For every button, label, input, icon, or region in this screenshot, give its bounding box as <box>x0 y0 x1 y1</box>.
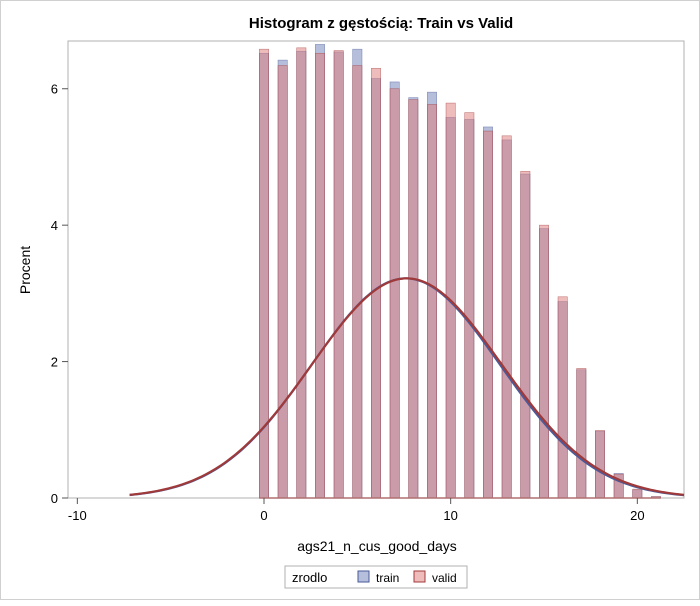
bar-valid-1 <box>277 65 288 499</box>
legend-label-train: train <box>376 571 399 585</box>
bar-valid-14 <box>520 170 531 499</box>
bar-valid-8 <box>408 99 419 499</box>
y-axis: 0 2 4 6 <box>51 82 68 506</box>
y-tick-label: 0 <box>51 491 58 506</box>
bar-valid-13 <box>501 135 512 499</box>
x-axis: -10 0 10 20 <box>68 498 645 523</box>
x-axis-label: ags21_n_cus_good_days <box>297 538 457 554</box>
bar-valid-9 <box>427 104 437 499</box>
bars-valid <box>259 47 661 499</box>
bar-valid-17 <box>576 368 587 499</box>
chart-title: Histogram z gęstością: Train vs Valid <box>249 15 513 32</box>
legend-swatch-train <box>357 570 370 583</box>
legend-title: zrodlo <box>292 570 327 585</box>
x-tick-label: 0 <box>260 508 267 523</box>
density-curve-valid <box>129 277 685 496</box>
bar-valid-18 <box>595 430 605 499</box>
bar-valid-3 <box>315 52 325 499</box>
legend-label-valid: valid <box>432 571 457 585</box>
bar-valid-11 <box>464 112 475 499</box>
bar-valid-16 <box>557 296 568 499</box>
bar-valid-12 <box>483 130 493 499</box>
x-tick-label: 10 <box>443 508 457 523</box>
bar-valid-6 <box>371 67 381 499</box>
bar-valid-15 <box>539 224 549 499</box>
y-tick-label: 2 <box>51 355 58 370</box>
y-tick-label: 6 <box>51 82 58 97</box>
bar-valid-2 <box>296 47 307 499</box>
bar-valid-5 <box>352 65 363 499</box>
bar-valid-20 <box>632 488 643 499</box>
bar-valid-4 <box>333 50 344 499</box>
legend: zrodlo train valid <box>284 565 468 589</box>
density-curves <box>129 277 685 497</box>
y-tick-label: 4 <box>51 218 58 233</box>
bar-valid-7 <box>389 88 400 499</box>
legend-swatch-valid <box>413 570 426 583</box>
y-axis-label: Procent <box>17 246 33 294</box>
x-tick-label: -10 <box>68 508 87 523</box>
x-tick-label: 20 <box>630 508 644 523</box>
